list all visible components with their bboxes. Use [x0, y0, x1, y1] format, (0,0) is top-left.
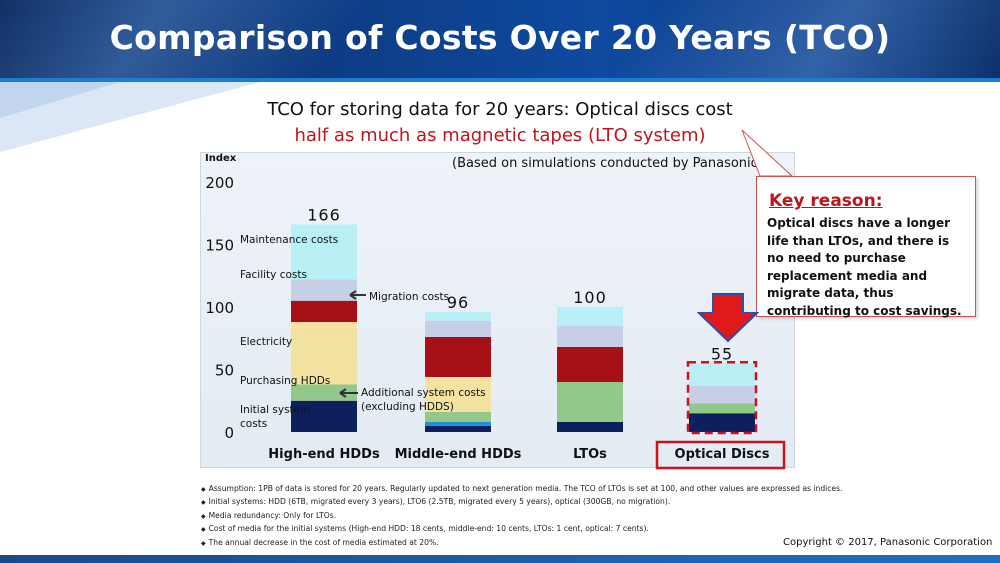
segment-label-initial-2: costs [240, 418, 267, 430]
title-banner: Comparison of Costs Over 20 Years (TCO) [0, 0, 1000, 78]
bar-optical-discs-facility-costs [689, 385, 755, 404]
bar-ltos-purchasing-hdds [557, 382, 623, 422]
bar-high-end-hdds-initial-system-costs [291, 400, 357, 432]
optical-discs-dashed-outline [686, 361, 758, 435]
bar-middle-end-hdds-additional-system-costs-excluding-hdds [425, 422, 491, 426]
category-label-high-end-hdds: High-end HDDs [268, 447, 380, 462]
bar-optical-discs-maintenance-costs [689, 363, 755, 386]
key-reason-callout: Key reason: Optical discs have a longer … [756, 176, 976, 318]
down-arrow-icon [697, 293, 759, 343]
bar-ltos-migration-costs [557, 347, 623, 382]
total-label-ltos: 100 [573, 288, 607, 307]
y-tick-label-150: 150 [205, 237, 234, 255]
bar-optical-discs-initial-system-costs [689, 413, 755, 432]
bar-ltos-maintenance-costs [557, 307, 623, 326]
bar-middle-end-hdds-initial-system-costs [425, 425, 491, 432]
note-item: Media redundancy: Only for LTOs. [201, 510, 842, 523]
bar-optical-discs-purchasing-hdds [689, 403, 755, 414]
category-label-middle-end-hdds: Middle-end HDDs [395, 447, 522, 462]
segment-label-purchasing: Purchasing HDDs [240, 375, 330, 387]
segment-label-electricity: Electricity [240, 336, 292, 348]
bar-high-end-hdds-maintenance-costs [291, 224, 357, 280]
subtitle-line-2: half as much as magnetic tapes (LTO syst… [294, 125, 706, 146]
bar-high-end-hdds-purchasing-hdds [291, 384, 357, 401]
footer-bar [0, 555, 1000, 563]
note-item: The annual decrease in the cost of media… [201, 537, 842, 550]
additional-pointer-icon [339, 388, 358, 398]
migration-pointer-icon [349, 290, 366, 300]
y-tick-label-100: 100 [205, 299, 234, 317]
bar-high-end-hdds-facility-costs [291, 279, 357, 301]
callout-pointer [741, 129, 794, 177]
total-label-optical-discs: 55 [711, 344, 733, 363]
decorative-wedge [0, 82, 120, 118]
y-tick-label-50: 50 [215, 362, 234, 380]
note-item: Initial systems: HDD (6TB, migrated ever… [201, 496, 842, 509]
copyright: Copyright © 2017, Panasonic Corporation [783, 537, 993, 548]
note-item: Assumption: 1PB of data is stored for 20… [201, 483, 843, 496]
simulation-note: (Based on simulations conducted by Panas… [452, 156, 763, 171]
callout-body: Optical discs have a longer life than LT… [767, 216, 962, 318]
segment-label-migration: Migration costs [369, 291, 449, 303]
bar-high-end-hdds-migration-costs [291, 300, 357, 322]
total-label-middle-end-hdds: 96 [447, 293, 469, 312]
segment-label-facility: Facility costs [240, 269, 307, 281]
y-axis-label: Index [205, 153, 237, 164]
bar-middle-end-hdds-migration-costs [425, 337, 491, 377]
slide-title: Comparison of Costs Over 20 Years (TCO) [109, 18, 891, 57]
subtitle-line-1: TCO for storing data for 20 years: Optic… [267, 99, 733, 120]
y-tick-label-0: 0 [224, 424, 234, 442]
segment-label-maintenance: Maintenance costs [240, 234, 338, 246]
bar-ltos-facility-costs [557, 325, 623, 347]
segment-label-additional-1: Additional system costs [361, 387, 486, 399]
bar-high-end-hdds-electricity [291, 322, 357, 385]
bar-middle-end-hdds-purchasing-hdds [425, 412, 491, 422]
note-item: Cost of media for the initial systems (H… [201, 523, 842, 536]
bar-middle-end-hdds-electricity [425, 377, 491, 412]
segment-label-initial-1: Initial system [240, 404, 310, 416]
segment-label-additional-2: (excluding HDDS) [361, 401, 454, 413]
bar-middle-end-hdds-maintenance-costs [425, 312, 491, 321]
bar-middle-end-hdds-facility-costs [425, 320, 491, 337]
total-label-high-end-hdds: 166 [307, 206, 341, 225]
category-label-ltos: LTOs [573, 447, 607, 462]
assumption-notes: Assumption: 1PB of data is stored for 20… [201, 483, 843, 550]
bar-ltos-initial-system-costs [557, 422, 623, 432]
optical-discs-highlight-box [655, 440, 786, 470]
y-tick-label-200: 200 [205, 174, 234, 192]
category-label-optical-discs: Optical Discs [675, 447, 770, 462]
callout-title: Key reason: [769, 191, 883, 211]
banner-underline [0, 78, 1000, 82]
